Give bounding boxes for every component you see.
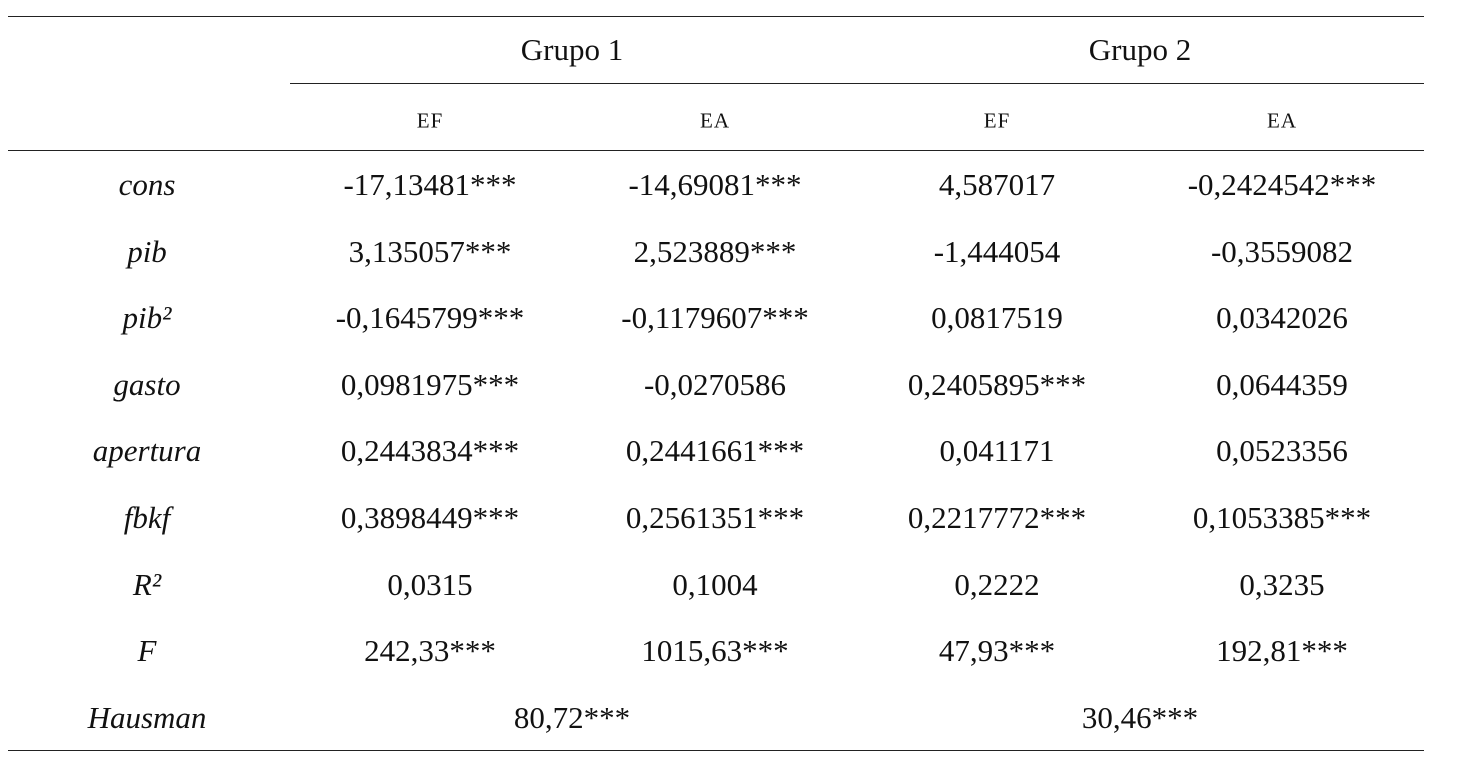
cell: 0,0342026 — [1216, 300, 1348, 336]
cell: 0,3898449*** — [340, 500, 520, 535]
cell: -1,444054 — [933, 233, 1061, 269]
cell: 0,1053385*** — [1192, 500, 1372, 535]
sub-header: EA — [700, 108, 730, 133]
cell: 3,135057*** — [348, 233, 512, 269]
group-rule — [290, 83, 1424, 84]
cell: 0,041171 — [939, 433, 1055, 469]
row-label: gasto — [113, 366, 181, 402]
row-label: fbkf — [123, 500, 171, 535]
top-rule — [8, 16, 1424, 17]
row-label: Hausman — [87, 699, 207, 735]
sub-header: EF — [983, 108, 1011, 133]
cell: 0,0981975*** — [340, 366, 520, 402]
row-label: pib — [127, 233, 167, 269]
cell: 192,81*** — [1216, 633, 1348, 669]
cell: -0,0270586 — [643, 366, 787, 402]
cell: 0,2443834*** — [340, 433, 520, 469]
header-rule — [8, 150, 1424, 151]
cell: -14,69081*** — [628, 167, 802, 202]
cell: 1015,63*** — [641, 633, 789, 669]
cell: 0,0523356 — [1216, 433, 1348, 469]
cell: -0,1179607*** — [621, 300, 809, 336]
row-label: cons — [118, 167, 176, 202]
cell: 0,2441661*** — [625, 433, 805, 469]
row-label: apertura — [92, 433, 202, 469]
cell: 80,72*** — [513, 699, 631, 735]
cell: 4,587017 — [938, 167, 1056, 202]
cell: 0,3235 — [1239, 566, 1325, 602]
sub-header: EA — [1267, 108, 1297, 133]
cell: 0,0644359 — [1216, 366, 1348, 402]
row-label: R² — [132, 566, 162, 602]
group-header: Grupo 2 — [1088, 32, 1192, 67]
cell: 0,2561351*** — [625, 500, 805, 535]
cell: 30,46*** — [1081, 699, 1199, 735]
cell: 0,2222 — [954, 566, 1040, 602]
cell: -17,13481*** — [343, 167, 517, 202]
cell: 2,523889*** — [633, 233, 797, 269]
cell: -0,1645799*** — [335, 300, 525, 336]
bottom-rule — [8, 750, 1424, 751]
cell: 242,33*** — [364, 633, 496, 669]
group-header: Grupo 1 — [520, 32, 624, 67]
cell: 0,2405895*** — [907, 366, 1087, 402]
cell: 0,0817519 — [931, 300, 1063, 336]
cell: 0,0315 — [387, 566, 473, 602]
sub-header: EF — [416, 108, 444, 133]
cell: 0,1004 — [672, 566, 758, 602]
cell: 0,2217772*** — [907, 500, 1087, 535]
row-label: F — [137, 633, 157, 669]
cell: 47,93*** — [938, 633, 1056, 669]
cell: -0,3559082 — [1210, 233, 1354, 269]
cell: -0,2424542*** — [1187, 167, 1377, 202]
row-label: pib² — [122, 300, 172, 336]
